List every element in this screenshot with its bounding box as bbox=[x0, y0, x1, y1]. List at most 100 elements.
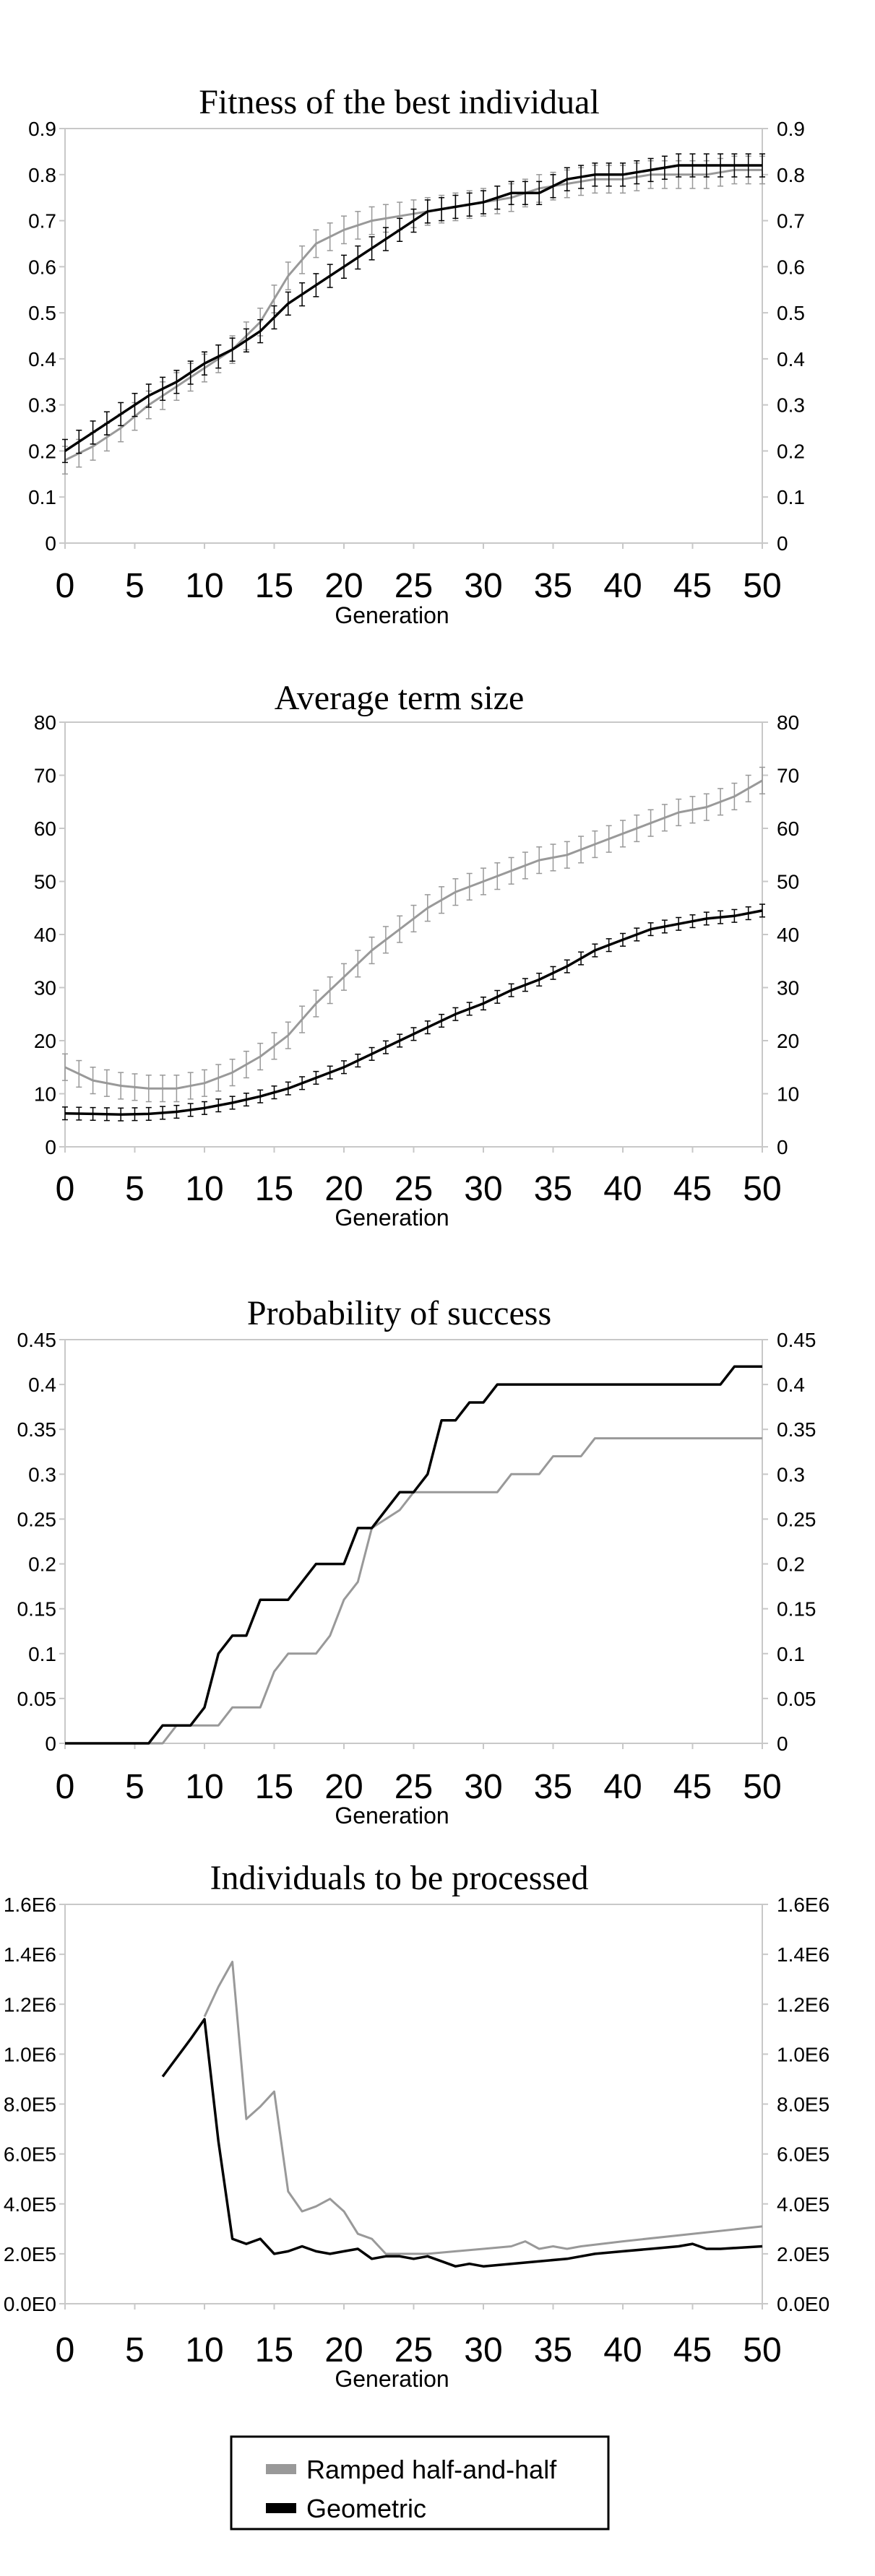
y-tick-label-right: 0.2 bbox=[777, 440, 805, 462]
y-tick-label-right: 4.0E5 bbox=[777, 2193, 829, 2216]
y-tick-label-left: 70 bbox=[34, 765, 56, 787]
x-tick-label: 10 bbox=[185, 2331, 223, 2369]
y-tick-label-left: 0.4 bbox=[28, 348, 56, 370]
series-geometric bbox=[65, 1365, 762, 1745]
series-ramped bbox=[62, 155, 765, 475]
y-tick-label-right: 0.25 bbox=[777, 1508, 816, 1530]
x-tick-label: 35 bbox=[534, 1768, 572, 1806]
series-line bbox=[64, 909, 763, 1116]
y-tick-label-left: 0.9 bbox=[28, 118, 56, 140]
y-tick-label-right: 6.0E5 bbox=[777, 2143, 829, 2166]
y-tick-label-left: 0.3 bbox=[28, 1463, 56, 1486]
legend: Ramped half-and-half Geometric bbox=[230, 2435, 610, 2531]
y-tick-label-right: 0.1 bbox=[777, 486, 805, 508]
x-tick-label: 5 bbox=[125, 2331, 145, 2369]
y-tick-label-left: 2.0E5 bbox=[4, 2243, 56, 2265]
y-tick-label-right: 20 bbox=[777, 1030, 799, 1052]
y-tick-label-left: 0.4 bbox=[28, 1374, 56, 1396]
y-tick-label-left: 20 bbox=[34, 1030, 56, 1052]
y-tick-label-right: 0.7 bbox=[777, 210, 805, 233]
y-tick-label-right: 0.8 bbox=[777, 164, 805, 186]
x-tick-label: 35 bbox=[534, 2331, 572, 2369]
series-geometric bbox=[62, 903, 765, 1122]
y-tick-label-left: 0.25 bbox=[17, 1508, 57, 1530]
series-ramped bbox=[65, 1437, 762, 1745]
y-tick-label-left: 50 bbox=[34, 871, 56, 893]
x-tick-label: 50 bbox=[743, 567, 781, 605]
x-tick-label: 40 bbox=[603, 1768, 642, 1806]
plot-frame bbox=[64, 1904, 763, 2304]
y-tick-label-right: 0 bbox=[777, 532, 788, 555]
x-tick-label: 30 bbox=[464, 1170, 502, 1208]
y-tick-label-left: 0.15 bbox=[17, 1598, 57, 1621]
x-tick-label: 50 bbox=[743, 1170, 781, 1208]
y-tick-label-left: 1.4E6 bbox=[4, 1943, 56, 1966]
y-tick-label-right: 1.4E6 bbox=[777, 1943, 829, 1966]
y-tick-label-right: 80 bbox=[777, 711, 799, 734]
y-tick-label-left: 0.45 bbox=[17, 1329, 57, 1351]
x-tick-label: 35 bbox=[534, 1170, 572, 1208]
y-tick-label-left: 0.6 bbox=[28, 256, 56, 278]
x-tick-label: 15 bbox=[255, 1170, 293, 1208]
y-tick-label-left: 30 bbox=[34, 977, 56, 999]
x-axis-label: Generation bbox=[335, 2366, 449, 2392]
y-tick-label-left: 0.5 bbox=[28, 302, 56, 324]
x-tick-label: 35 bbox=[534, 567, 572, 605]
series-ramped bbox=[203, 1961, 763, 2255]
y-tick-label-right: 1.2E6 bbox=[777, 1993, 829, 2016]
series-geometric bbox=[161, 2018, 763, 2268]
y-tick-label-right: 0.15 bbox=[777, 1598, 816, 1621]
x-axis-label: Generation bbox=[335, 1803, 449, 1829]
chart-title: Fitness of the best individual bbox=[199, 83, 600, 121]
chart-title: Individuals to be processed bbox=[210, 1859, 589, 1897]
x-tick-label: 10 bbox=[185, 1170, 223, 1208]
x-tick-label: 30 bbox=[464, 567, 502, 605]
series-ramped bbox=[62, 766, 765, 1103]
x-tick-label: 20 bbox=[324, 2331, 363, 2369]
y-tick-label-right: 1.0E6 bbox=[777, 2043, 829, 2065]
plot-frame bbox=[64, 1339, 763, 1744]
y-tick-label-right: 0 bbox=[777, 1136, 788, 1158]
x-tick-label: 45 bbox=[673, 1768, 712, 1806]
y-tick-label-left: 0.05 bbox=[17, 1688, 57, 1710]
x-tick-label: 0 bbox=[56, 2331, 75, 2369]
y-tick-label-left: 0.3 bbox=[28, 394, 56, 417]
y-tick-label-right: 0.9 bbox=[777, 118, 805, 140]
x-tick-label: 5 bbox=[125, 567, 145, 605]
x-tick-label: 15 bbox=[255, 567, 293, 605]
y-tick-label-right: 40 bbox=[777, 924, 799, 946]
y-tick-label-left: 6.0E5 bbox=[4, 2143, 56, 2166]
y-tick-label-left: 0.8 bbox=[28, 164, 56, 186]
y-tick-label-left: 1.2E6 bbox=[4, 1993, 56, 2016]
y-tick-label-right: 1.6E6 bbox=[777, 1894, 829, 1916]
y-tick-label-left: 60 bbox=[34, 818, 56, 840]
y-tick-label-right: 0.45 bbox=[777, 1329, 816, 1351]
x-tick-label: 25 bbox=[395, 2331, 433, 2369]
x-tick-label: 50 bbox=[743, 1768, 781, 1806]
x-tick-label: 10 bbox=[185, 1768, 223, 1806]
chart-title: Average term size bbox=[275, 679, 525, 717]
x-tick-label: 40 bbox=[603, 2331, 642, 2369]
y-tick-label-right: 10 bbox=[777, 1083, 799, 1106]
y-tick-label-right: 0.35 bbox=[777, 1418, 816, 1441]
chart-4: Individuals to be processed 0.0E0 0.0E0 2.0… bbox=[4, 1859, 829, 2392]
x-tick-label: 5 bbox=[125, 1170, 145, 1208]
x-axis-label: Generation bbox=[335, 1205, 449, 1231]
y-tick-label-right: 2.0E5 bbox=[777, 2243, 829, 2265]
y-tick-label-left: 0 bbox=[45, 532, 56, 555]
y-tick-label-right: 30 bbox=[777, 977, 799, 999]
x-tick-label: 20 bbox=[324, 1768, 363, 1806]
y-tick-label-left: 10 bbox=[34, 1083, 56, 1106]
y-tick-label-left: 80 bbox=[34, 711, 56, 734]
y-tick-label-left: 0 bbox=[45, 1136, 56, 1158]
y-tick-label-right: 0.4 bbox=[777, 1374, 805, 1396]
plot-frame bbox=[64, 128, 763, 544]
x-tick-label: 0 bbox=[56, 567, 75, 605]
legend-swatch bbox=[266, 2503, 296, 2513]
series-line bbox=[65, 1437, 762, 1745]
y-tick-label-right: 0.0E0 bbox=[777, 2293, 829, 2315]
